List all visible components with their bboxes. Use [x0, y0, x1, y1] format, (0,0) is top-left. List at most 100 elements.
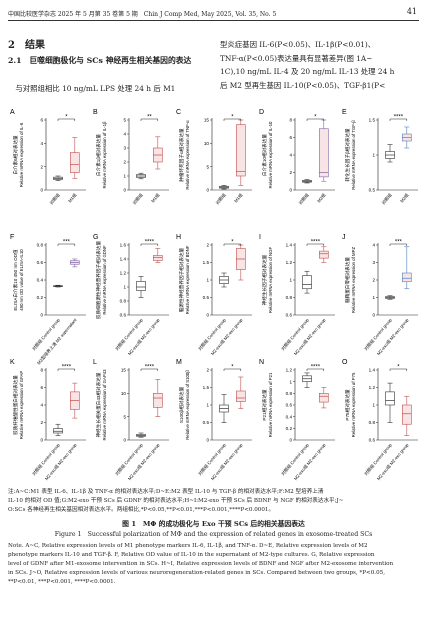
- x-tick-label: M1组: [149, 191, 161, 203]
- y-tick-label: 0.8: [286, 295, 293, 300]
- x-tick-label: 对照组 Control group: [30, 316, 62, 352]
- y-tick-label: 2: [372, 278, 375, 283]
- y-tick-label: 2: [206, 243, 209, 248]
- x-tick-label: M2-exo组 M2-exo group: [292, 441, 327, 481]
- y-axis-label: Relative mRNA expression of GDNF: [102, 245, 107, 315]
- y-tick-label: 4: [289, 153, 292, 158]
- y-tick-label: 4: [40, 141, 43, 146]
- x-tick-label: M2-exo组 M2-exo group: [209, 316, 244, 356]
- significance: *: [397, 365, 400, 371]
- y-axis-label: 白介素6相对表达量: [12, 135, 19, 175]
- significance: **: [147, 115, 152, 121]
- y-tick-label: 0: [40, 313, 43, 318]
- sig-bracket: [223, 243, 242, 246]
- sig-bracket: [306, 243, 325, 246]
- y-axis-label: Relative mRNA expression of IL-6: [19, 122, 24, 187]
- box: [401, 404, 412, 425]
- panel-letter: N: [259, 359, 264, 366]
- sig-bracket: [223, 368, 242, 371]
- y-tick-label: 5: [206, 164, 209, 169]
- box: [53, 428, 63, 434]
- y-tick-label: 0.8: [120, 299, 127, 304]
- y-tick-label: 0: [206, 188, 209, 193]
- x-tick-label: M2组: [398, 191, 410, 203]
- y-axis-label: Relative mRNA expression of TNF-α: [185, 120, 190, 190]
- y-tick-label: 10: [204, 141, 210, 146]
- y-axis-label: Relative mRNA expression of S100β: [185, 370, 190, 440]
- y-tick-label: 0.6: [37, 260, 44, 265]
- significance: *: [65, 115, 68, 121]
- y-tick-label: 1.5: [203, 260, 210, 265]
- panel-letter: C: [176, 109, 181, 116]
- y-tick-label: 1: [123, 174, 126, 179]
- y-tick-label: 2: [40, 420, 43, 425]
- significance: ***: [63, 240, 71, 246]
- sig-bracket: [389, 118, 408, 121]
- panel-letter: A: [10, 109, 15, 116]
- x-tick-label: M2-exo组 M2-exo group: [292, 316, 327, 356]
- y-axis-label: 肿瘤坏死因子α相对表达量: [178, 128, 185, 182]
- y-tick-label: 10: [121, 391, 127, 396]
- y-tick-label: 6: [40, 385, 43, 390]
- sig-bracket: [306, 118, 325, 121]
- y-axis-label: Relative mRNA expression of MPZ: [351, 247, 356, 314]
- y-tick-label: 1: [372, 153, 375, 158]
- x-tick-label: 对照组 Control group: [279, 316, 311, 352]
- x-tick-label: 对照组 Control group: [113, 316, 145, 352]
- y-tick-label: 15: [204, 118, 210, 123]
- y-tick-label: 0.5: [203, 420, 210, 425]
- y-axis-label: ELISA白介素10 450 nm OD值: [12, 249, 19, 311]
- box: [153, 393, 163, 408]
- y-tick-label: 0: [289, 438, 292, 443]
- y-tick-label: 6: [289, 135, 292, 140]
- y-tick-label: 1.4: [286, 243, 293, 248]
- y-axis-label: Relative mRNA expression of BDNF: [185, 245, 190, 314]
- y-tick-label: 0: [289, 188, 292, 193]
- sig-bracket: [140, 368, 159, 371]
- x-tick-label: 对照组 Control group: [196, 316, 228, 352]
- y-axis-label: 白介素10相对表达量: [261, 134, 268, 176]
- x-tick-label: 对照组: [380, 191, 394, 206]
- y-tick-label: 1: [289, 278, 292, 283]
- y-tick-label: 2: [123, 160, 126, 165]
- significance: ****: [311, 240, 321, 246]
- panel-letter: H: [176, 234, 181, 241]
- panel-letter: J: [342, 234, 346, 241]
- sig-bracket: [140, 243, 159, 246]
- y-tick-label: 0.6: [120, 313, 127, 318]
- y-tick-label: 1.2: [369, 385, 376, 390]
- y-tick-label: 0.8: [369, 420, 376, 425]
- panel-letter: F: [10, 234, 14, 241]
- y-tick-label: 0.2: [286, 426, 293, 431]
- y-tick-label: 4: [40, 403, 43, 408]
- panel-letter: D: [259, 109, 264, 116]
- x-tick-label: M2-exo组 M2-exo group: [126, 316, 161, 356]
- sig-bracket: [57, 368, 76, 371]
- y-axis-label: 神经生长相关蛋白43相对表达量: [95, 372, 102, 437]
- page-number: 41: [406, 7, 417, 16]
- y-tick-label: 0.4: [286, 414, 293, 419]
- body-line: 1C),10 ng/mL IL-4 及 20 ng/mL IL-13 处理 24…: [220, 67, 395, 77]
- box: [385, 391, 395, 406]
- figure-title-cn: 图 1 MΦ 的成功极化与 Exo 干预 SCs 后的相关基因表达: [122, 519, 305, 528]
- y-axis-label: Relative mRNA expression of GAP43: [102, 369, 107, 441]
- section-heading: 2 结果: [8, 40, 45, 51]
- x-tick-label: 对照组 Control group: [30, 441, 62, 477]
- body-line: 型炎症基因 IL-6(P<0.05)、IL-1β(P<0.01)、: [220, 40, 376, 49]
- body-line: TNF-α(P<0.05)表达量具有显著差异(图 1A~: [220, 53, 373, 63]
- box: [318, 128, 329, 178]
- y-tick-label: 0: [123, 438, 126, 443]
- y-tick-label: 0.8: [37, 243, 44, 248]
- y-axis-label: 转化生长因子β相对表达量: [344, 128, 351, 182]
- y-axis-label: 脑源性神经营养因子相对表达量: [178, 247, 185, 312]
- y-tick-label: 0: [372, 313, 375, 318]
- y-axis-label: Relative mRNA expression of P75: [351, 372, 356, 437]
- x-tick-label: 对照组: [131, 191, 145, 206]
- panel-letter: E: [342, 109, 347, 116]
- y-tick-label: 1.4: [120, 257, 127, 262]
- box: [318, 393, 329, 403]
- header-rule: [8, 20, 419, 21]
- y-tick-label: 0: [123, 188, 126, 193]
- y-tick-label: 0: [40, 188, 43, 193]
